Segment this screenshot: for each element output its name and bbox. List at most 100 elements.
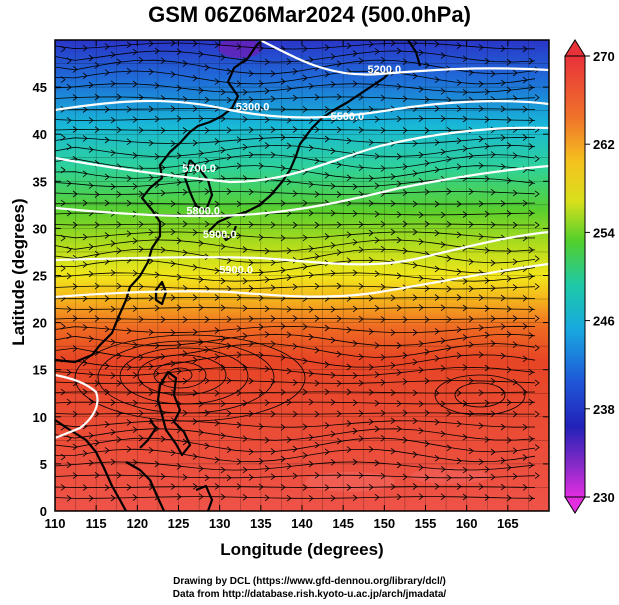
streamline-arrow [220,304,226,312]
streamline-arrow [390,294,396,302]
streamline-arrow [82,388,88,396]
streamline-arrow [468,188,474,195]
credit-data: Data from http://database.rish.kyoto-u.a… [172,589,447,600]
contour-label: 5900.0 [219,265,253,277]
streamline-arrow [402,220,408,228]
streamline-arrow [424,348,430,356]
streamline-arrow [500,79,506,87]
streamline-arrow [60,234,66,242]
streamline-arrow [374,459,380,467]
streamline-arrow [478,44,484,51]
streamline-arrow [60,45,66,53]
streamline-arrow [468,410,474,417]
streamline-arrow [314,126,320,133]
streamline-arrow [264,465,270,472]
streamline-arrow [324,171,330,179]
streamline-arrow [522,454,528,461]
streamline-arrow [82,261,88,268]
streamline-arrow [308,460,314,468]
streamline-arrow [462,493,468,501]
streamline-arrow [534,410,540,418]
streamline-arrow [242,143,248,151]
streamline-arrow [434,76,440,84]
streamline [55,259,536,274]
streamline-arrow [270,473,276,481]
streamline-arrow [60,453,66,461]
streamline-arrow [358,435,364,442]
streamline-arrow [292,410,298,418]
streamline-arrow [132,305,138,312]
streamline-arrow [148,294,154,302]
streamline-arrow [456,420,462,428]
streamline-arrow [88,243,94,251]
streamline-arrow [286,494,292,502]
streamline-arrow [138,283,144,290]
streamline-arrow [72,443,78,451]
streamline-arrow [110,338,116,346]
streamline [55,317,536,321]
streamline-arrow [490,188,496,196]
y-axis-label: Latitude (degrees) [9,198,28,346]
streamline-arrow [522,423,528,431]
streamline-arrow [292,221,298,229]
streamline-arrow [368,328,374,335]
streamline-arrow [390,173,396,181]
colorbar-tick-label: 246 [593,314,615,329]
streamline-arrow [456,79,462,87]
streamline-arrow [358,221,364,228]
streamline-arrow [336,437,342,445]
streamline-arrow [500,423,506,431]
streamline-arrow [270,340,276,348]
streamline [55,354,536,368]
streamline-arrow [258,294,264,302]
streamline-arrow [220,466,226,474]
streamline-arrow [214,353,220,361]
streamline-arrow [94,250,100,258]
streamline-arrow [368,256,374,264]
streamline-arrow [236,43,242,51]
streamline-arrow [258,389,264,396]
streamline-arrow [160,57,166,65]
streamline-arrow [346,326,352,334]
coastlines [55,40,422,511]
streamline-arrow [154,82,160,89]
streamline-arrow [182,188,188,196]
streamline-arrow [418,274,424,282]
streamline-arrow [132,426,138,434]
streamline-arrow [396,211,402,218]
streamline-arrow [214,78,220,85]
streamline-arrow [236,162,242,170]
streamline-arrow [462,88,468,96]
streamline [55,486,536,489]
streamline-arrow [484,88,490,96]
streamline-arrow [242,466,248,474]
streamline-arrow [286,116,292,124]
streamline-arrow [314,190,320,198]
streamline-arrow [302,452,308,459]
streamline-arrow [204,442,210,450]
streamline-arrow [402,378,408,385]
streamline-arrow [66,143,72,151]
streamline-arrow [346,388,352,396]
streamline-arrow [72,126,78,133]
streamline-arrow [512,447,518,455]
streamline-arrow [258,234,264,241]
streamline-arrow [88,371,94,378]
streamline-arrow [380,165,386,172]
streamline-arrow [440,241,446,249]
x-axis-label: Longitude (degrees) [220,540,384,559]
streamline-arrow [60,388,66,396]
streamline-arrow [358,93,364,101]
streamline-arrow [182,377,188,385]
streamline-arrow [176,84,182,92]
streamline [55,202,536,205]
streamline-arrow [176,237,182,245]
streamline-arrow [478,389,484,397]
streamline-arrow [104,199,110,207]
streamline-arrow [66,369,72,376]
streamline-arrow [506,58,512,66]
streamline-arrow [358,379,364,387]
streamline [55,70,536,85]
streamline-arrow [346,199,352,207]
streamline-arrow [66,398,72,406]
